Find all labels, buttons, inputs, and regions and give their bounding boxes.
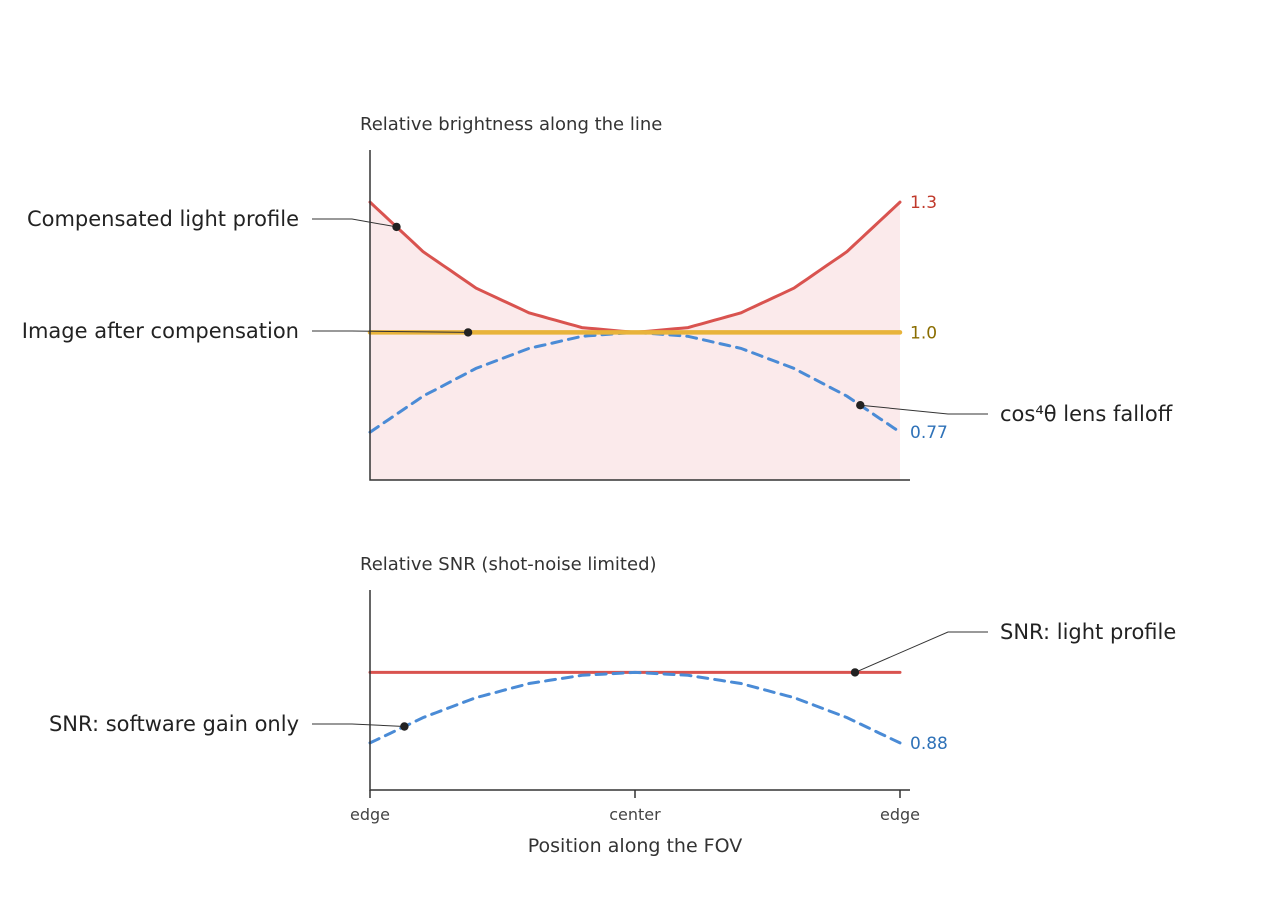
brightness-panel: Relative brightness along the line 1.3 Co… <box>22 114 1173 481</box>
brightness-profile-callout-label: Compensated light profile <box>27 207 299 231</box>
snr-lens-end-label: 0.88 <box>910 734 948 754</box>
snr-profile-callout-label: SNR: light profile <box>1000 620 1176 644</box>
x-tick-label-right: edge <box>880 805 920 824</box>
brightness-lens-leader <box>860 404 988 415</box>
snr-lens-leader <box>312 723 405 727</box>
snr-profile-leader <box>854 631 988 673</box>
snr-panel-title: Relative SNR (shot-noise limited) <box>360 554 657 575</box>
snr-profile-marker <box>850 668 860 677</box>
brightness-profile-marker <box>392 222 401 232</box>
brightness-profile-leader <box>312 218 397 228</box>
brightness-lens-marker <box>856 401 865 410</box>
x-axis: edge center edge Position along the FOV <box>350 790 920 857</box>
brightness-panel-title: Relative brightness along the line <box>360 114 662 135</box>
snr-lens-marker <box>400 722 409 731</box>
brightness-lens-end-label: 0.77 <box>910 423 948 443</box>
profile-area-fill <box>370 202 900 480</box>
brightness-annotations: 1.3 Compensated light profile 1.0 Image aft… <box>22 193 1173 443</box>
brightness-compensated-end-label: 1.0 <box>910 323 937 343</box>
snr-annotations: SNR: light profile 0.88 SNR: software gain… <box>49 620 1176 754</box>
snr-axes <box>369 590 910 791</box>
x-tick-label-left: edge <box>350 805 390 824</box>
brightness-profile-end-label: 1.3 <box>910 193 937 213</box>
brightness-compensated-marker <box>463 328 473 337</box>
snr-lens-callout-label: SNR: software gain only <box>49 712 299 736</box>
x-tick-label-center: center <box>609 805 661 824</box>
brightness-axes <box>369 150 910 481</box>
brightness-compensated-callout-label: Image after compensation <box>22 319 299 343</box>
brightness-compensated-leader <box>312 330 469 333</box>
snr-series-group <box>368 670 902 745</box>
x-axis-title: Position along the FOV <box>528 835 742 857</box>
snr-lens-line <box>368 670 902 745</box>
brightness-lens-callout-label: cos⁴θ lens falloff <box>1000 402 1173 426</box>
snr-panel: Relative SNR (shot-noise limited) SNR: l… <box>49 554 1176 791</box>
